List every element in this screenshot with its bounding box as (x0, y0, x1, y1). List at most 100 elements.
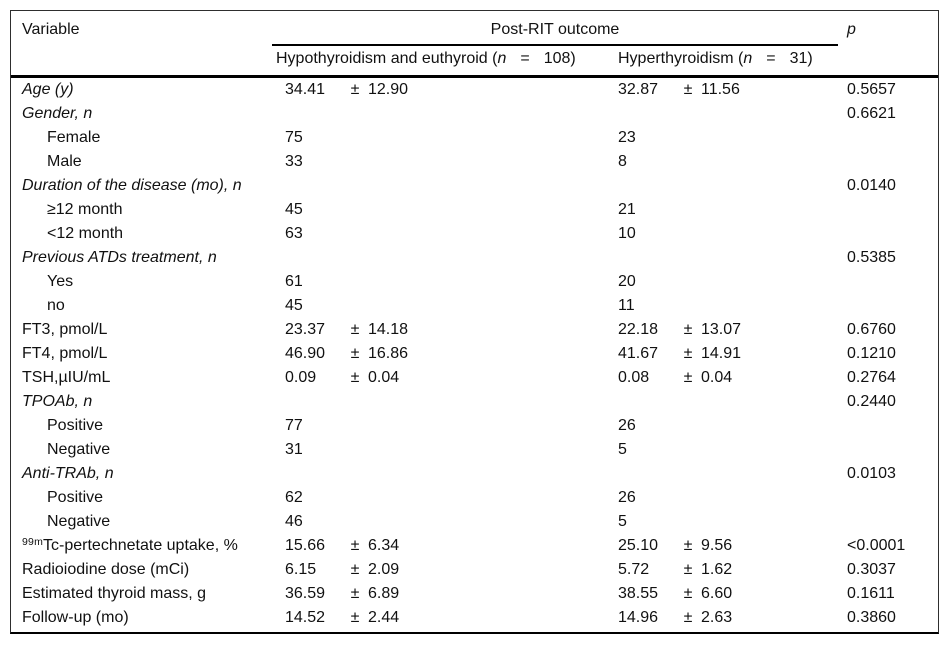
hyperthyroid-value-cell: 20 (618, 273, 847, 291)
sd-value: 2.09 (368, 561, 400, 578)
table-row: Gender, n 0.6621 (11, 102, 938, 126)
count-value: 5 (618, 513, 627, 530)
p-value-cell: <0.0001 (847, 537, 906, 554)
table-row: Positive 62 26 (11, 486, 938, 510)
p-value-cell: 0.6760 (847, 321, 896, 338)
variable-label: Previous ATDs treatment, n (22, 249, 217, 266)
variable-column-header: Variable (22, 21, 80, 38)
variable-label-cell: Male (11, 153, 285, 171)
table-row: Positive 77 26 (11, 414, 938, 438)
mean-value: 14.96 (618, 609, 659, 626)
plus-minus-sign: ± (683, 609, 693, 626)
hyperthyroid-value-cell: 26 (618, 417, 847, 435)
table-row: TSH,µIU/mL 0.09 ±0.04 0.08 ±0.04 0.2764 (11, 366, 938, 390)
variable-label: Radioiodine dose (mCi) (22, 561, 190, 578)
mean-value: 23.37 (285, 321, 326, 338)
p-value-cell: 0.2440 (847, 393, 896, 410)
table-row: Age (y) 34.41 ±12.90 32.87 ±11.56 0.5657 (11, 78, 938, 102)
spanner-underline-rule (272, 44, 838, 46)
variable-label: FT4, pmol/L (22, 345, 108, 362)
hypothyroid-euthyroid-value-cell: 61 (285, 273, 618, 291)
hypothyroid-euthyroid-value-cell: 23.37 ±14.18 (285, 321, 618, 339)
variable-label: Negative (47, 441, 111, 458)
group2-n-symbol: n (743, 50, 753, 67)
count-value: 46 (285, 513, 303, 530)
count-value: 75 (285, 129, 303, 146)
hyperthyroid-value-cell: 5.72 ±1.62 (618, 561, 847, 579)
variable-label-cell: Duration of the disease (mo), n (11, 177, 285, 195)
hyperthyroid-value-cell: 14.96 ±2.63 (618, 609, 847, 627)
hypothyroid-euthyroid-value-cell: 0.09 ±0.04 (285, 369, 618, 387)
outcomes-table: Variable Post-RIT outcome p Hypothyroidi… (10, 10, 939, 634)
group1-equals: = (520, 50, 530, 67)
p-value-cell: 0.0103 (847, 465, 896, 482)
hyperthyroid-value-cell: 5 (618, 513, 847, 531)
count-value: 20 (618, 273, 636, 290)
count-value: 26 (618, 417, 636, 434)
count-value: 23 (618, 129, 636, 146)
post-rit-outcome-spanner-header: Post-RIT outcome (490, 21, 620, 38)
variable-label-cell: FT4, pmol/L (11, 345, 285, 363)
hypothyroid-euthyroid-value-cell: 77 (285, 417, 618, 435)
variable-label: Age (y) (22, 81, 74, 98)
mean-value: 32.87 (618, 81, 659, 98)
variable-label: Estimated thyroid mass, g (22, 585, 207, 602)
mean-value: 25.10 (618, 537, 659, 554)
plus-minus-sign: ± (683, 81, 693, 98)
sd-value: 0.04 (368, 369, 400, 386)
sd-value: 14.91 (701, 345, 742, 362)
hypothyroid-euthyroid-value-cell: 6.15 ±2.09 (285, 561, 618, 579)
variable-label: ≥12 month (47, 201, 123, 218)
variable-label-cell: Estimated thyroid mass, g (11, 585, 285, 603)
sd-value: 16.86 (368, 345, 409, 362)
hyperthyroid-value-cell: 11 (618, 297, 847, 315)
table-row: Duration of the disease (mo), n 0.0140 (11, 174, 938, 198)
group1-count: 108) (543, 50, 576, 67)
group2-prefix: Hyperthyroidism ( (618, 50, 744, 67)
sd-value: 6.34 (368, 537, 400, 554)
isotope-superscript: 99m (22, 536, 44, 548)
variable-label: Tc-pertechnetate uptake, % (43, 537, 238, 554)
variable-label: Negative (47, 513, 111, 530)
sd-value: 12.90 (368, 81, 409, 98)
plus-minus-sign: ± (350, 609, 360, 626)
variable-label-cell: Radioiodine dose (mCi) (11, 561, 285, 579)
sd-value: 6.60 (701, 585, 733, 602)
variable-label: TPOAb, n (22, 393, 93, 410)
p-value-cell: 0.3037 (847, 561, 896, 578)
variable-label-cell: FT3, pmol/L (11, 321, 285, 339)
table-row: Negative 46 5 (11, 510, 938, 534)
mean-value: 5.72 (618, 561, 650, 578)
table-row: no 45 11 (11, 294, 938, 318)
variable-label: Positive (47, 489, 104, 506)
sd-value: 11.56 (701, 81, 740, 98)
mean-value: 46.90 (285, 345, 326, 362)
variable-label-cell: Yes (11, 273, 285, 291)
table-header: Variable Post-RIT outcome p Hypothyroidi… (11, 11, 938, 78)
variable-label: Duration of the disease (mo), n (22, 177, 242, 194)
plus-minus-sign: ± (350, 369, 360, 386)
count-value: 61 (285, 273, 303, 290)
table-row: Female 75 23 (11, 126, 938, 150)
mean-value: 22.18 (618, 321, 659, 338)
hyperthyroid-value-cell: 25.10 ±9.56 (618, 537, 847, 555)
mean-value: 38.55 (618, 585, 659, 602)
table-row: Male 33 8 (11, 150, 938, 174)
variable-label: FT3, pmol/L (22, 321, 108, 338)
table-row: Negative 31 5 (11, 438, 938, 462)
variable-label: Anti-TRAb, n (22, 465, 114, 482)
plus-minus-sign: ± (683, 321, 693, 338)
hypothyroid-euthyroid-value-cell: 34.41 ±12.90 (285, 81, 618, 99)
variable-label-cell: Female (11, 129, 285, 147)
variable-label: <12 month (47, 225, 124, 242)
plus-minus-sign: ± (350, 561, 360, 578)
variable-label-cell: Negative (11, 513, 285, 531)
variable-label: Follow-up (mo) (22, 609, 129, 626)
hypothyroid-euthyroid-value-cell: 36.59 ±6.89 (285, 585, 618, 603)
table-row: ≥12 month 45 21 (11, 198, 938, 222)
variable-label-cell: ≥12 month (11, 201, 285, 219)
plus-minus-sign: ± (683, 561, 693, 578)
count-value: 10 (618, 225, 636, 242)
variable-label: Female (47, 129, 101, 146)
